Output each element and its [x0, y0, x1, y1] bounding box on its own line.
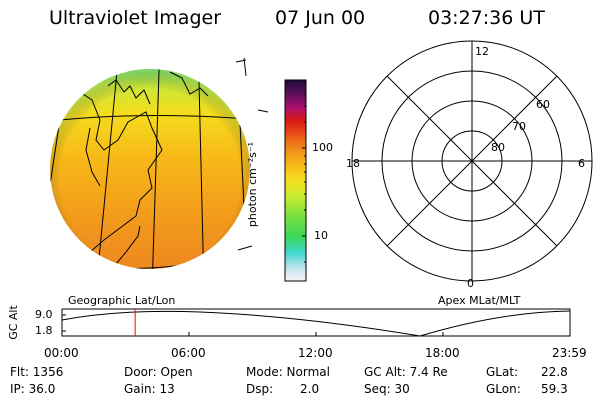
sequence-number: Seq: 30 — [364, 382, 410, 396]
altitude-ylabel: GC Alt — [6, 305, 20, 340]
time-tick-1200: 12:00 — [298, 346, 333, 360]
time-tick-1800: 18:00 — [425, 346, 460, 360]
door-status: Door: Open — [124, 365, 193, 379]
mlt-label-6: 6 — [578, 157, 585, 170]
flight-number: Flt: 1356 — [10, 365, 64, 379]
time-tick-0000: 00:00 — [44, 346, 79, 360]
colorbar-tick-100: 100 — [312, 141, 333, 154]
apex-projection-label: Apex MLat/MLT — [438, 294, 521, 307]
image-time: 03:27:36 UT — [428, 7, 545, 29]
color-scale-ticks — [302, 93, 306, 263]
glat-value: 22.8 — [541, 365, 568, 379]
image-date: 07 Jun 00 — [275, 7, 366, 29]
mlat-label-80: 80 — [491, 141, 505, 154]
colorbar-unit-label: photon cm⁻²s⁻¹ — [246, 141, 260, 228]
colorbar-tick-10: 10 — [314, 229, 328, 242]
time-tick-2359: 23:59 — [552, 346, 587, 360]
time-tick-0600: 06:00 — [171, 346, 206, 360]
mlat-label-60: 60 — [536, 98, 550, 111]
glon-value: 59.3 — [541, 382, 568, 396]
geographic-projection-label: Geographic Lat/Lon — [68, 294, 176, 307]
mlt-label-0: 0 — [467, 277, 474, 290]
polar-grid — [351, 40, 593, 282]
mlt-label-18: 18 — [346, 157, 360, 170]
mode-value: Mode: Normal — [246, 365, 330, 379]
dsp-label: Dsp: — [246, 382, 274, 396]
mlat-label-70: 70 — [512, 120, 526, 133]
gc-altitude: GC Alt: 7.4 Re — [364, 365, 448, 379]
altitude-ytick-9: 9.0 — [35, 308, 53, 321]
color-scale-bar — [284, 79, 307, 282]
mlt-label-12: 12 — [475, 45, 489, 58]
altitude-plot — [61, 308, 571, 337]
dsp-value: 2.0 — [300, 382, 320, 396]
gain-value: Gain: 13 — [124, 382, 175, 396]
altitude-ytick-1-8: 1.8 — [35, 324, 53, 337]
earth-disk-image — [50, 69, 250, 269]
glon-label: GLon: — [486, 382, 521, 396]
geographic-grid-lines — [235, 57, 269, 251]
glat-label: GLat: — [486, 365, 519, 379]
app-title: Ultraviolet Imager — [49, 7, 222, 29]
ip-value: IP: 36.0 — [10, 382, 56, 396]
